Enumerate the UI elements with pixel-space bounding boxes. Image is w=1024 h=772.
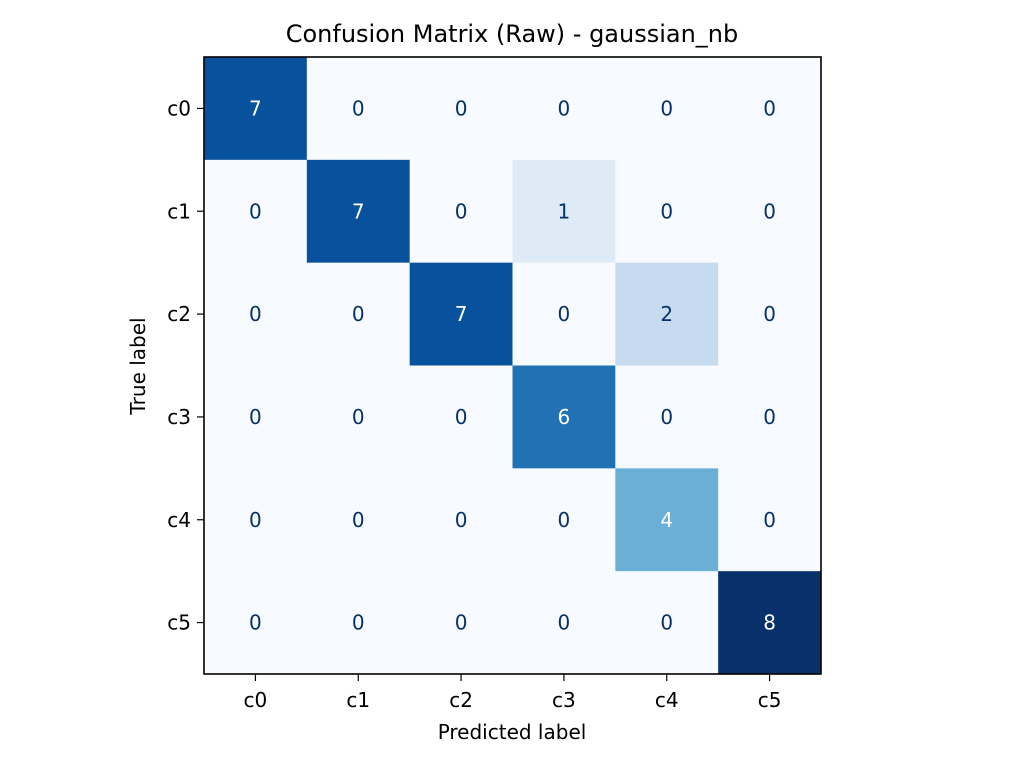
heatmap-cell-labels: 7 0 0 0 0 0 0 7 0 1 0 0 0 0 7 0 2 0 0 0 0 6 0 0 0 0 0 0 4 0 0 0 0 0 0 8 <box>249 96 776 634</box>
heatmap-cell <box>409 468 513 572</box>
heatmap-cell-value: 0 <box>249 302 262 326</box>
heatmap-cells <box>204 57 822 675</box>
heatmap-cell-value: 0 <box>249 508 262 532</box>
heatmap-cell-value: 6 <box>558 405 571 429</box>
heatmap-cell-value: 0 <box>352 611 365 635</box>
heatmap-cell <box>409 159 513 264</box>
y-axis-ticks: c0 c1 c2 c3 c4 c5 <box>167 96 204 635</box>
heatmap-cell <box>409 57 513 161</box>
heatmap-cell-value: 4 <box>660 508 673 532</box>
heatmap-cell-value: 1 <box>558 199 571 223</box>
y-tick-label: c5 <box>167 611 191 635</box>
heatmap-cell <box>718 57 822 161</box>
heatmap-cell-value: 7 <box>455 302 468 326</box>
heatmap-cell-value: 0 <box>558 96 571 120</box>
heatmap-cell-value: 0 <box>249 199 262 223</box>
heatmap-cell-value: 0 <box>455 199 468 223</box>
heatmap-cell <box>204 262 308 366</box>
heatmap-cell <box>409 262 513 366</box>
heatmap-cell-value: 7 <box>352 199 365 223</box>
heatmap-cell-value: 0 <box>558 611 571 635</box>
heatmap-cell <box>204 159 308 264</box>
x-axis-label: Predicted label <box>438 720 587 744</box>
heatmap-cell <box>615 262 719 366</box>
heatmap-cell <box>512 365 616 469</box>
heatmap-cell <box>615 159 719 264</box>
heatmap-cell <box>409 571 513 675</box>
heatmap-cell <box>204 468 308 572</box>
heatmap-cell <box>409 365 513 469</box>
y-tick-label: c4 <box>167 508 191 532</box>
heatmap-cell-value: 0 <box>352 405 365 429</box>
heatmap-cell-value: 0 <box>763 405 776 429</box>
heatmap-cell <box>615 57 719 161</box>
heatmap-cell <box>512 571 616 675</box>
x-tick-label: c1 <box>346 688 370 712</box>
heatmap-cell <box>306 262 411 366</box>
heatmap-cell-value: 0 <box>660 199 673 223</box>
heatmap-cell <box>615 365 719 469</box>
heatmap-cell-value: 0 <box>763 96 776 120</box>
heatmap-cell <box>718 571 822 675</box>
heatmap-cell-value: 0 <box>352 508 365 532</box>
heatmap-cell-value: 0 <box>455 508 468 532</box>
heatmap-cell-value: 7 <box>249 96 262 120</box>
heatmap-cell-value: 0 <box>249 611 262 635</box>
heatmap-cell-value: 0 <box>455 96 468 120</box>
y-tick-label: c2 <box>167 302 191 326</box>
x-tick-label: c0 <box>244 688 268 712</box>
x-tick-label: c5 <box>758 688 782 712</box>
heatmap-cell <box>306 57 411 161</box>
heatmap-cell <box>718 468 822 572</box>
heatmap-cell <box>718 365 822 469</box>
heatmap-cell-value: 0 <box>455 405 468 429</box>
heatmap-cell-value: 0 <box>249 405 262 429</box>
heatmap-cell-value: 0 <box>763 199 776 223</box>
x-tick-label: c3 <box>552 688 576 712</box>
heatmap-cell-value: 8 <box>763 611 776 635</box>
heatmap-cell <box>512 468 616 572</box>
heatmap-cell <box>615 571 719 675</box>
x-tick-label: c2 <box>449 688 473 712</box>
y-tick-label: c1 <box>167 199 191 223</box>
heatmap-cell-value: 0 <box>455 611 468 635</box>
heatmap-cell <box>512 262 616 366</box>
chart-title: Confusion Matrix (Raw) - gaussian_nb <box>286 20 739 48</box>
heatmap-cell-value: 0 <box>660 611 673 635</box>
plot-frame <box>203 56 822 675</box>
y-tick-label: c0 <box>167 96 191 120</box>
heatmap-cell <box>204 571 308 675</box>
heatmap-cell-value: 0 <box>763 302 776 326</box>
heatmap-cell-value: 2 <box>660 302 673 326</box>
heatmap-cell <box>512 159 616 264</box>
y-axis-label: True label <box>126 317 150 415</box>
heatmap-cell-value: 0 <box>558 508 571 532</box>
x-axis-ticks: c0 c1 c2 c3 c4 c5 <box>244 674 782 712</box>
heatmap-cell-value: 0 <box>763 508 776 532</box>
heatmap-cell-value: 0 <box>352 96 365 120</box>
heatmap-cell <box>306 468 411 572</box>
heatmap-cell <box>204 57 308 161</box>
heatmap-cell <box>306 159 411 264</box>
heatmap-cell <box>204 365 308 469</box>
x-tick-label: c4 <box>655 688 679 712</box>
heatmap-cell <box>615 468 719 572</box>
heatmap-cell-value: 0 <box>558 302 571 326</box>
heatmap-cell <box>306 365 411 469</box>
heatmap-cell-value: 0 <box>352 302 365 326</box>
heatmap-cell <box>512 57 616 161</box>
heatmap-cell <box>718 159 822 264</box>
heatmap-cell-value: 0 <box>660 96 673 120</box>
heatmap-cell-value: 0 <box>660 405 673 429</box>
heatmap-cell <box>718 262 822 366</box>
y-tick-label: c3 <box>167 405 191 429</box>
heatmap-cell <box>306 571 411 675</box>
